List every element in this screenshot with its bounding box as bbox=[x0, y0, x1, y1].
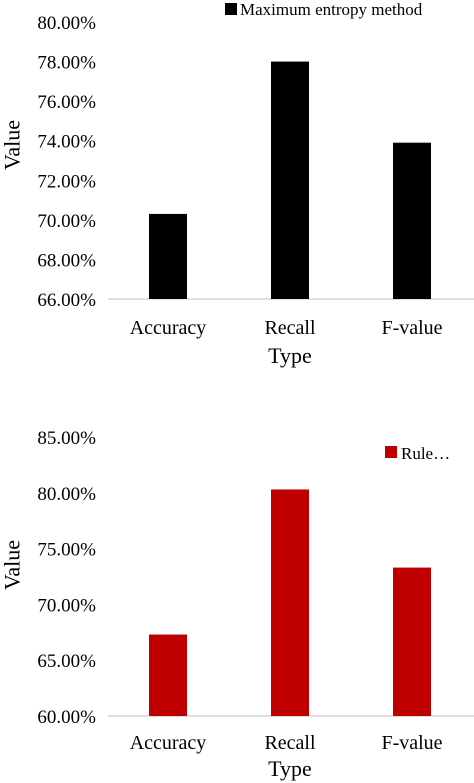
chart2-x-tick-label: Recall bbox=[264, 732, 316, 754]
chart2-x-tick-label: F-value bbox=[381, 732, 442, 754]
chart1-y-tick-label: 66.00% bbox=[37, 290, 96, 311]
chart2-legend-label: Rule… bbox=[401, 444, 450, 463]
chart1-bar-accuracy bbox=[149, 213, 187, 299]
chart1-bar-f-value bbox=[393, 142, 431, 299]
chart2-y-tick-label: 60.00% bbox=[37, 707, 96, 728]
chart2-y-tick-label: 65.00% bbox=[37, 651, 96, 672]
chart1-y-tick-label: 72.00% bbox=[37, 171, 96, 192]
chart1-x-tick-label: Accuracy bbox=[130, 317, 207, 339]
chart2-y-tick-label: 70.00% bbox=[37, 595, 96, 616]
chart1-x-axis-title: Type bbox=[268, 343, 312, 368]
chart1-y-axis-title: Value bbox=[0, 120, 25, 170]
chart2-bar-recall bbox=[271, 489, 309, 716]
chart1-bar-recall bbox=[271, 61, 309, 300]
chart1-y-tick-label: 70.00% bbox=[37, 211, 96, 232]
chart1-y-tick-label: 78.00% bbox=[37, 53, 96, 74]
chart2-x-axis-title: Type bbox=[268, 756, 312, 781]
chart1-y-tick-label: 80.00% bbox=[37, 13, 96, 34]
chart1-legend-swatch bbox=[225, 3, 237, 15]
chart2-legend-swatch bbox=[385, 446, 397, 458]
chart2-y-tick-label: 75.00% bbox=[37, 540, 96, 561]
chart1-y-tick-label: 74.00% bbox=[37, 132, 96, 153]
chart1-legend-label: Maximum entropy method bbox=[240, 0, 423, 19]
chart2-bar-accuracy bbox=[149, 634, 187, 716]
chart2-y-tick-label: 85.00% bbox=[37, 428, 96, 449]
chart1-x-tick-label: F-value bbox=[381, 317, 442, 339]
chart2-x-tick-label: Accuracy bbox=[130, 732, 207, 754]
chart1-x-tick-label: Recall bbox=[264, 317, 316, 339]
chart1-y-tick-label: 76.00% bbox=[37, 92, 96, 113]
chart2-bar-f-value bbox=[393, 567, 431, 716]
chart2-y-tick-label: 80.00% bbox=[37, 484, 96, 505]
chart1-y-tick-label: 68.00% bbox=[37, 250, 96, 271]
chart2-y-axis-title: Value bbox=[0, 540, 25, 590]
